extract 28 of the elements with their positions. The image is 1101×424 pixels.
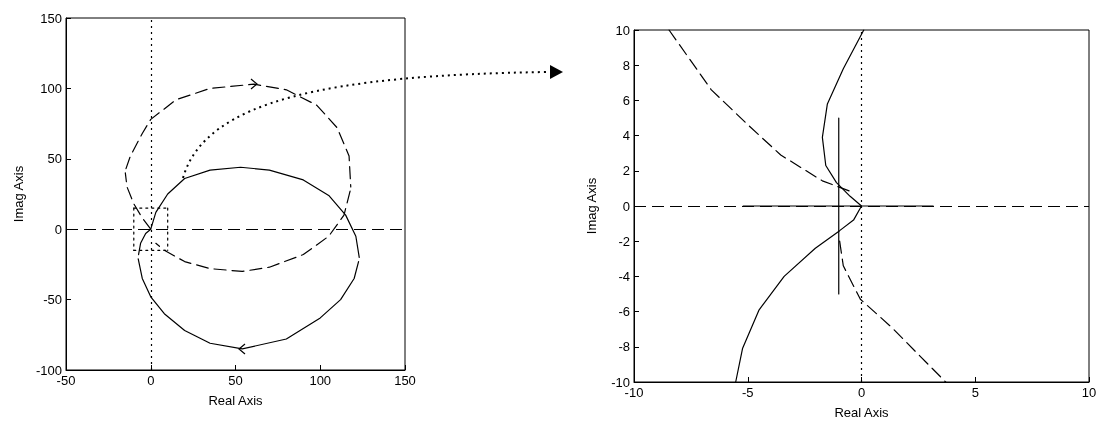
y-tick-label: 100 — [40, 80, 62, 96]
x-tick-label: 50 — [228, 373, 243, 388]
y-tick-label: 2 — [622, 163, 630, 179]
y-tick-label: 50 — [47, 151, 62, 167]
y-tick-label: -4 — [618, 268, 630, 284]
y-tick-label: 0 — [54, 221, 62, 237]
y-tick-label: -100 — [35, 362, 62, 378]
y-tick-label: 4 — [622, 128, 630, 144]
x-tick-label: 5 — [971, 385, 979, 400]
y-tick-label: -8 — [618, 339, 630, 355]
y-tick-label: 10 — [615, 22, 630, 38]
y-tick-label: -50 — [43, 292, 62, 308]
y-tick-label: 6 — [622, 92, 630, 108]
x-tick-label: 0 — [857, 385, 866, 400]
x-tick-label: -5 — [741, 385, 754, 400]
y-axis-title: Imag Axis — [584, 177, 599, 235]
y-tick-label: 150 — [40, 10, 62, 26]
x-axis-title: Real Axis — [208, 393, 264, 408]
y-tick-label: -6 — [618, 304, 630, 320]
x-tick-label: 10 — [1081, 385, 1097, 400]
x-axis-title: Real Axis — [834, 405, 890, 420]
x-tick-label: 100 — [309, 373, 332, 388]
y-tick-label: 0 — [622, 198, 630, 214]
x-tick-label: 150 — [394, 373, 416, 388]
y-tick-label: -2 — [618, 233, 630, 249]
y-tick-label: 8 — [622, 57, 630, 73]
y-axis-title: Imag Axis — [11, 165, 27, 223]
x-tick-label: 0 — [147, 373, 155, 388]
